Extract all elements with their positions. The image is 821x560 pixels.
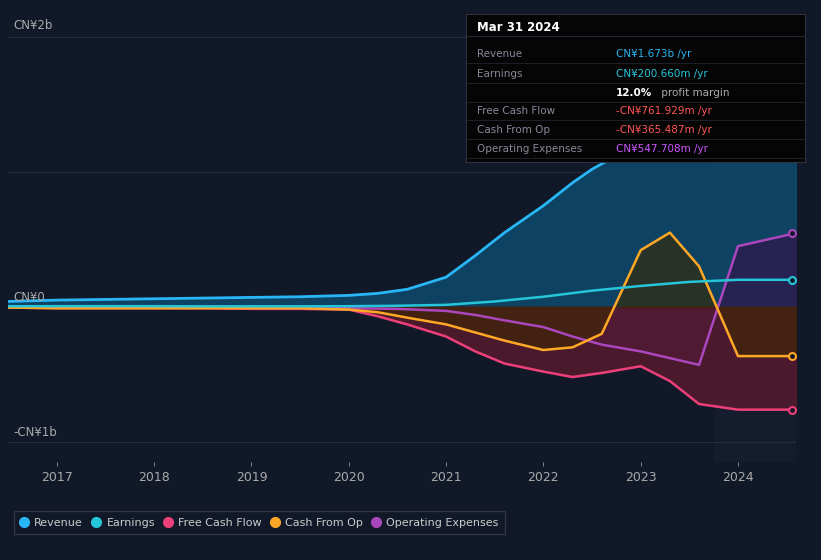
Text: CN¥547.708m /yr: CN¥547.708m /yr [616,144,708,154]
Text: profit margin: profit margin [658,88,729,97]
Text: Earnings: Earnings [476,69,522,79]
Text: CN¥1.673b /yr: CN¥1.673b /yr [616,49,691,59]
Text: -CN¥761.929m /yr: -CN¥761.929m /yr [616,106,711,116]
Text: Revenue: Revenue [476,49,521,59]
Text: -CN¥365.487m /yr: -CN¥365.487m /yr [616,125,711,135]
Text: CN¥200.660m /yr: CN¥200.660m /yr [616,69,707,79]
Legend: Revenue, Earnings, Free Cash Flow, Cash From Op, Operating Expenses: Revenue, Earnings, Free Cash Flow, Cash … [14,511,505,534]
Text: CN¥0: CN¥0 [13,291,45,304]
Bar [713,17,796,462]
Text: CN¥2b: CN¥2b [13,18,53,31]
Text: Mar 31 2024: Mar 31 2024 [476,21,559,34]
Text: Free Cash Flow: Free Cash Flow [476,106,555,116]
Text: -CN¥1b: -CN¥1b [13,426,57,439]
Text: Cash From Op: Cash From Op [476,125,549,135]
Text: 12.0%: 12.0% [616,88,652,97]
Text: Operating Expenses: Operating Expenses [476,144,582,154]
